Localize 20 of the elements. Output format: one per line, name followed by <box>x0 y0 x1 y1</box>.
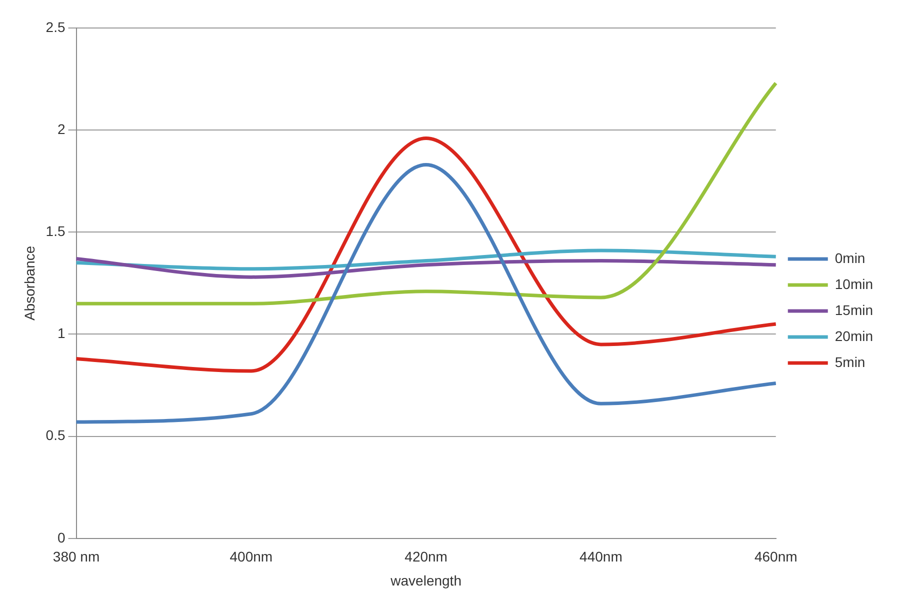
y-tick-label: 1.5 <box>46 223 66 240</box>
line-series <box>74 256 778 279</box>
x-tick-label: 460nm <box>754 548 798 565</box>
y-axis-title: Absorbance <box>21 246 38 321</box>
legend-label: 5min <box>834 354 866 370</box>
y-tick-label: 2.5 <box>46 18 66 35</box>
x-tick-label: 440nm <box>580 548 622 565</box>
x-tick-label: 400nm <box>230 548 273 565</box>
legend-label: 0min <box>834 250 866 266</box>
x-axis-title: wavelength <box>390 572 462 588</box>
line-series <box>74 248 778 271</box>
y-tick-label: 2 <box>57 120 66 137</box>
legend-label: 15min <box>834 302 874 318</box>
y-tick-label: 0.5 <box>46 427 66 444</box>
x-tick-label: 380 nm <box>52 548 100 565</box>
x-tick-label: 420nm <box>404 548 448 565</box>
y-tick-label: 0 <box>57 529 66 546</box>
legend-label: 10min <box>834 276 874 292</box>
y-tick-label: 1 <box>57 325 66 342</box>
legend-label: 20min <box>834 328 874 344</box>
